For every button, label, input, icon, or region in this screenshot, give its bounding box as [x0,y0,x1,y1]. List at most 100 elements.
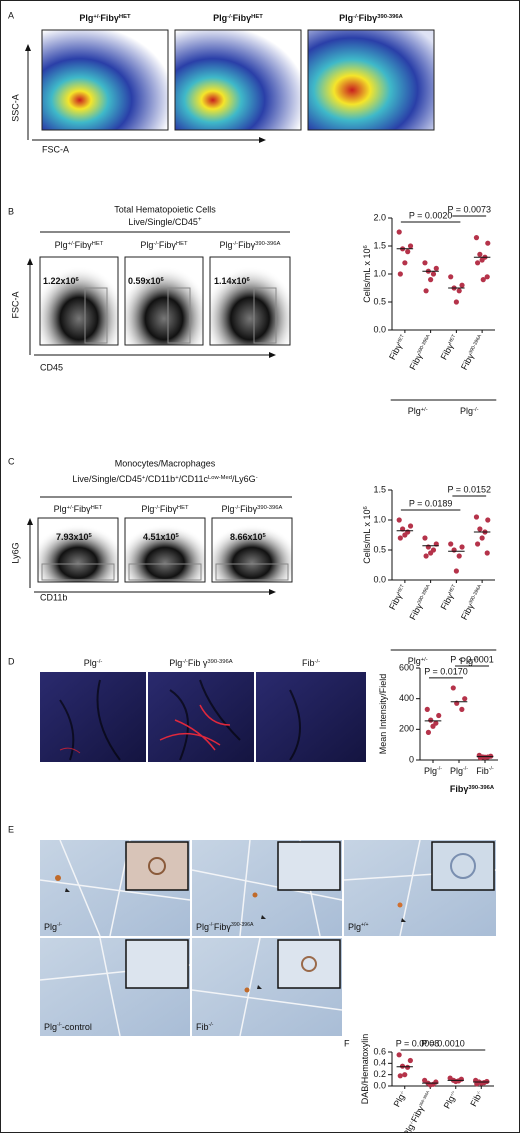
plot-title-sup: +/- [67,505,74,511]
x-tick-label: FibγHET [387,333,408,361]
plot-title: Plg-/-Fibγ390-396A [220,240,281,250]
data-point [399,1063,406,1069]
x-tick-label-part: Fibγ [409,1104,426,1124]
group-label-sup: -/- [473,407,479,413]
p-value: P < 0.0001 [450,654,494,664]
x-tick-label-sup: -/- [463,766,468,772]
x-tick-label-part: Plg [402,1123,417,1133]
group-label: Fibγ390-396A [450,784,495,794]
gate-count: 4.51x105 [143,532,180,542]
panel-letter: D [8,656,15,666]
plot-title-part: Fibγ [359,13,378,23]
plot-title-part: Fibγ [75,240,93,250]
image-caption: Plg-/-Fibγ390-396A [196,922,254,932]
data-point [430,271,437,277]
y-tick-label: 0.4 [373,1058,386,1068]
gate-count-sup: 6 [161,277,165,283]
image-caption-part: Plg [348,922,361,932]
gate: Live/Single/CD45+ [128,216,202,227]
x-tick-label-part: Fibγ [439,342,456,362]
x-tick-label: Fibγ390-396A [408,583,435,622]
plot-title: Plg-/-FibγHET [140,240,188,250]
data-point [482,754,488,760]
plot-title-sup: 390-396A [257,505,282,511]
plot-title-part: Plg [54,504,67,514]
data-point [428,550,434,556]
data-point [396,517,402,523]
plot-title-part: Fibγ [238,240,256,250]
data-point [477,526,483,532]
plot-title-sup: -/- [227,14,233,20]
group-label-sup: -/- [473,657,479,663]
data-point [485,240,491,246]
data-point [448,274,454,280]
image-caption-part: -control [62,1022,92,1032]
y-tick-label: 1.0 [373,514,386,524]
gate-count-part: 4.51x10 [143,532,176,542]
y-axis-label: Cells/mL x 106 [362,506,372,563]
plot-title-part: Plg [79,13,93,23]
x-tick-label: Plg-/- [450,766,468,776]
plot-title-part: Plg [339,13,353,23]
p-value: P = 0.0189 [409,498,453,508]
y-tick-label: 2.0 [373,212,386,222]
x-tick-label-part: Fib [476,766,489,776]
gate-count-part: 1.14x10 [214,276,247,286]
plot-title-sup: HET [92,241,104,247]
plot-title-part: Plg [220,240,233,250]
data-point [456,288,462,294]
gate-count-part: 7.93x10 [56,532,89,542]
x-tick-label-part: Fibγ [387,342,404,362]
plot-title-part: Plg [140,240,153,250]
data-point [407,523,414,529]
gate-part: Live/Single/CD45 [128,217,198,227]
data-point [484,274,490,280]
data-point [402,1072,408,1078]
x-tick-label-sup: 390-396A [417,1089,430,1107]
gate-count-sup: 6 [247,277,251,283]
data-point [462,696,468,702]
y-tick-label: 0.0 [373,1080,386,1090]
gate-count-sup: 5 [89,533,93,539]
x-tick-label-part: Fibγ [387,592,404,612]
data-point [396,1052,402,1058]
y-tick-label: 0.0 [373,574,386,584]
plot-title-part: Fibγ [160,504,178,514]
plot-title-part: Fibγ [74,504,92,514]
data-point [477,755,484,761]
p-value: P = 0.0010 [421,1038,465,1048]
plot-title-part: Plg [213,13,227,23]
y-tick-label: 0.5 [373,544,386,554]
data-point [473,514,480,520]
data-point [477,251,483,257]
plot-title: Plg-/-Fibγ390-396A [222,504,283,514]
image-caption: Fib-/- [196,1022,214,1032]
gate-count-sup: 5 [176,533,180,539]
y-axis-label-sup: 6 [363,245,369,248]
p-value: P = 0.0152 [447,484,491,494]
y-axis-label: DAB/Hematoxylin [360,1034,370,1105]
plot-title: Plg-/-Fibγ390-396A [339,13,403,23]
x-tick-label-sup: HET [447,584,457,595]
plot-title-sup: HET [251,14,263,20]
image-caption: Plg-/- [44,922,62,932]
y-tick-label: 1.0 [373,268,386,278]
plot-title: Plg+/-FibγHET [54,504,103,514]
image-caption-sup: -/- [209,1022,214,1028]
gate-count-part: 1.22x10 [43,276,76,286]
x-tick-label: Plg-/- [392,1089,409,1109]
plot-title-part: Plg [84,658,97,668]
gate-count: 1.14x106 [214,276,251,286]
plot-title-sup: -/- [154,505,160,511]
data-point [453,299,459,305]
plot-title-sup: -/- [97,659,103,665]
plot-title-sup: 390-396A [255,241,280,247]
x-tick-label: Fibγ390-396A [459,333,486,372]
group-label-sup: 390-396A [468,785,494,791]
plot-title: Plg-/-FibγHET [141,504,189,514]
x-tick-label-sup: -/- [475,1089,481,1095]
group-label: Plg+/- [408,656,428,666]
x-tick-label-sup: -/- [437,766,442,772]
data-point [484,550,490,556]
